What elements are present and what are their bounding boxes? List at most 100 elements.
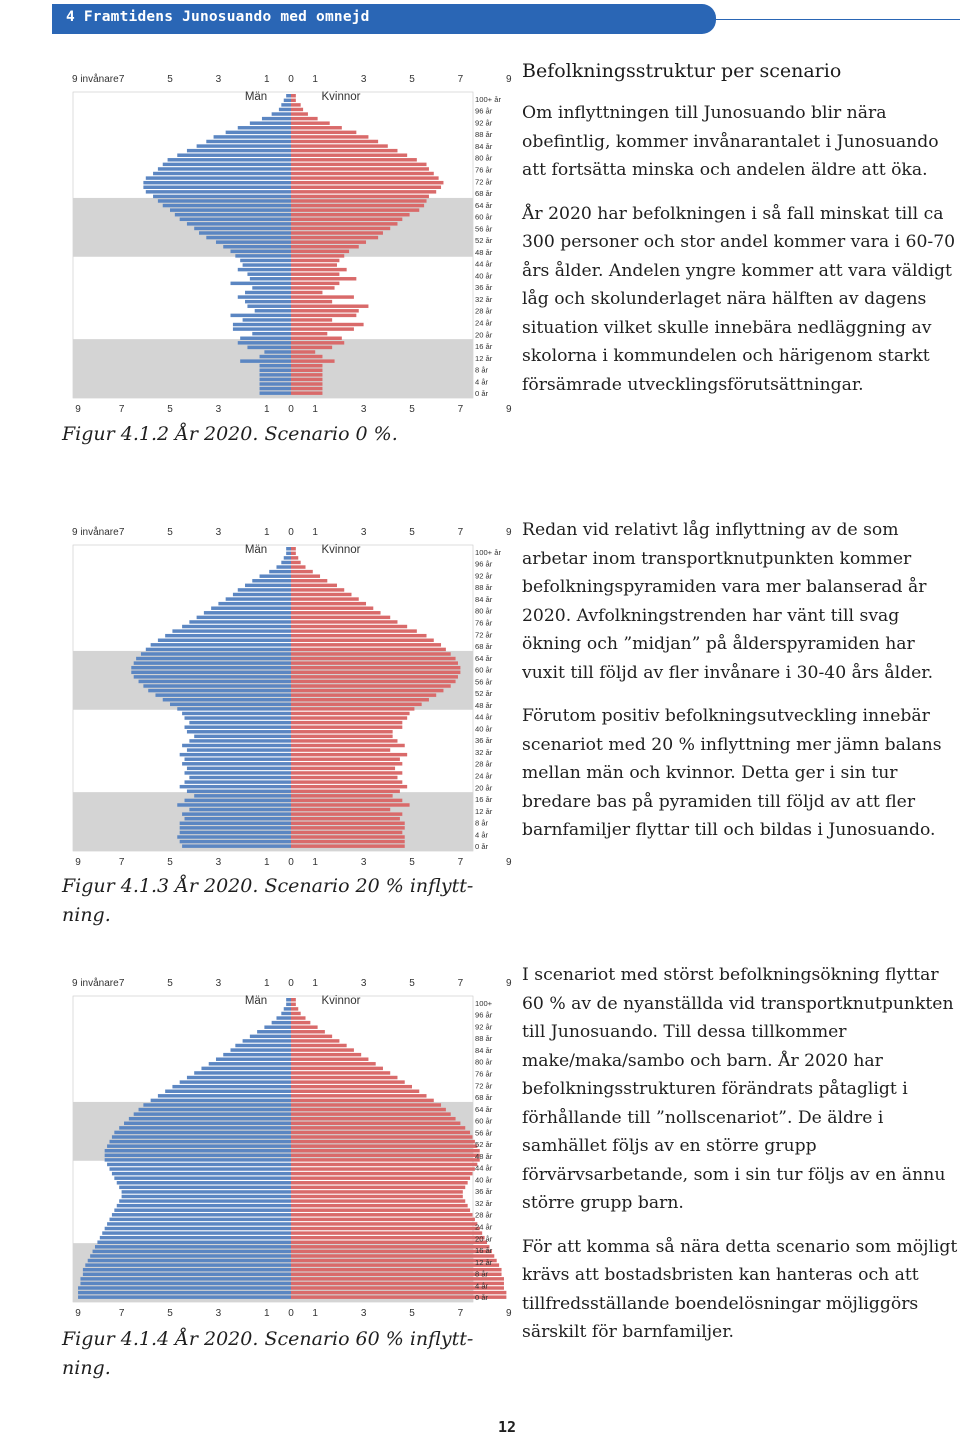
women-bar (291, 826, 405, 830)
men-bar (286, 94, 291, 98)
men-bar (145, 176, 291, 180)
top-axis-tick: 9 (506, 527, 512, 538)
men-bar (179, 1080, 291, 1084)
men-bar (215, 240, 291, 244)
women-bar (291, 839, 405, 844)
age-label: 64 år (475, 201, 493, 210)
women-bar (291, 299, 333, 304)
women-bar (291, 281, 340, 286)
women-bar (291, 1208, 471, 1212)
men-bar (143, 185, 291, 189)
women-bar (291, 1025, 318, 1029)
women-bar (291, 1286, 504, 1290)
text-block-scenario-0: Befolkningsstruktur per scenario Om infl… (522, 58, 958, 414)
women-bar (291, 258, 340, 263)
men-bar (170, 208, 291, 212)
age-label: 60 år (475, 213, 493, 222)
men-bar (153, 171, 291, 176)
women-bar (291, 345, 333, 350)
women-bar (291, 354, 323, 359)
men-bar (177, 803, 291, 807)
women-bar (291, 121, 330, 125)
men-bar (235, 254, 291, 258)
age-label: 52 år (475, 1140, 493, 1149)
age-label: 36 år (475, 283, 493, 292)
age-label: 72 år (475, 177, 493, 186)
bottom-axis-tick: 0 (288, 1308, 294, 1319)
legend-women: Kvinnor (322, 995, 361, 1007)
men-bar (179, 830, 291, 835)
women-bar (291, 185, 442, 189)
women-bar (291, 775, 398, 780)
women-bar (291, 816, 400, 821)
women-bar (291, 1020, 311, 1025)
women-bar (291, 126, 342, 130)
men-bar (94, 1245, 291, 1249)
age-label: 0 år (475, 842, 489, 851)
women-bar (291, 693, 437, 697)
age-label: 52 år (475, 236, 493, 245)
paragraph: För att komma så nära detta scenario som… (522, 1236, 958, 1343)
age-label: 28 år (475, 307, 493, 316)
women-bar (291, 734, 393, 739)
men-bar (143, 180, 291, 185)
men-bar (261, 116, 291, 121)
women-bar (291, 1149, 480, 1153)
men-bar (162, 203, 291, 208)
men-bar (269, 569, 291, 574)
bottom-axis-tick: 5 (167, 404, 173, 415)
women-bar (291, 569, 313, 574)
men-bar (259, 386, 291, 391)
men-bar (80, 1281, 292, 1286)
women-bar (291, 1181, 468, 1185)
age-label: 24 år (475, 319, 493, 328)
bottom-axis-tick: 5 (409, 857, 415, 868)
women-bar (291, 226, 391, 231)
women-bar (291, 807, 391, 812)
men-bar (167, 158, 291, 162)
women-bar (291, 1016, 306, 1020)
women-bar (291, 162, 427, 167)
bottom-axis-tick: 1 (264, 404, 270, 415)
men-bar (119, 1126, 292, 1130)
text-block-scenario-20: Redan vid relativt låg inflyttning av de… (522, 516, 958, 860)
age-label: 48 år (475, 1152, 493, 1161)
men-bar (230, 313, 291, 318)
men-bar (78, 1290, 291, 1295)
men-bar (254, 309, 291, 313)
women-bar (291, 629, 417, 633)
men-bar (111, 1171, 291, 1176)
bottom-axis-tick: 7 (458, 1308, 464, 1319)
men-bar (242, 263, 291, 267)
men-bar (138, 1107, 291, 1112)
women-bar (291, 1080, 405, 1084)
women-bar (291, 1281, 504, 1286)
men-bar (245, 299, 291, 304)
women-bar (291, 784, 408, 789)
men-bar (109, 1139, 291, 1144)
women-bar (291, 1258, 497, 1263)
women-bar (291, 341, 345, 345)
men-bar (138, 679, 291, 684)
age-label: 72 år (475, 1081, 493, 1090)
women-bar (291, 1277, 504, 1281)
men-bar (184, 716, 291, 720)
women-bar (291, 1089, 420, 1093)
women-bar (291, 98, 296, 103)
age-label: 84 år (475, 142, 493, 151)
women-bar (291, 171, 434, 176)
men-bar (179, 821, 291, 826)
men-bar (85, 1263, 291, 1267)
top-axis-tick: 3 (361, 978, 367, 989)
men-bar (189, 720, 291, 725)
women-bar (291, 798, 403, 803)
women-bar (291, 327, 354, 331)
women-bar (291, 789, 400, 793)
top-axis-tick: 5 (409, 74, 415, 85)
bottom-axis-tick: 3 (216, 404, 222, 415)
men-bar (249, 121, 291, 125)
men-bar (179, 826, 291, 830)
men-bar (182, 844, 291, 848)
